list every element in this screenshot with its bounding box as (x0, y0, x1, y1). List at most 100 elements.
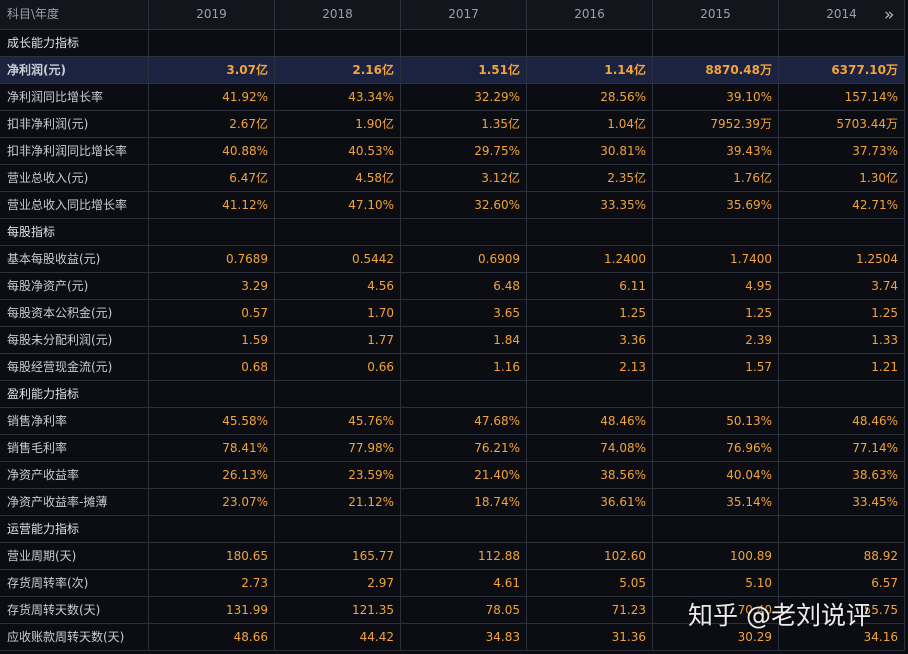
value-cell: 1.04亿 (527, 111, 653, 138)
value-cell: 30.29 (653, 624, 779, 651)
value-cell: 21.40% (401, 462, 527, 489)
value-cell: 4.95 (653, 273, 779, 300)
row-label: 营业周期(天) (0, 543, 149, 570)
value-cell: 34.83 (401, 624, 527, 651)
value-cell: 1.59 (149, 327, 275, 354)
value-cell: 2.67亿 (149, 111, 275, 138)
value-cell: 6377.10万 (779, 57, 905, 84)
value-cell: 50.13% (653, 408, 779, 435)
value-cell: 76.96% (653, 435, 779, 462)
value-cell: 47.68% (401, 408, 527, 435)
value-cell: 36.61% (527, 489, 653, 516)
value-cell: 1.21 (779, 354, 905, 381)
row-label: 基本每股收益(元) (0, 246, 149, 273)
empty-cell (275, 381, 401, 408)
value-cell: 1.51亿 (401, 57, 527, 84)
empty-cell (653, 516, 779, 543)
empty-cell (653, 381, 779, 408)
value-cell: 78.41% (149, 435, 275, 462)
value-cell: 165.77 (275, 543, 401, 570)
year-header: 2015 (653, 0, 779, 30)
value-cell: 1.57 (653, 354, 779, 381)
section-title: 成长能力指标 (0, 30, 149, 57)
value-cell: 88.92 (779, 543, 905, 570)
value-cell: 4.58亿 (275, 165, 401, 192)
empty-cell (653, 30, 779, 57)
watermark: 知乎 @老刘说评 (688, 601, 871, 630)
value-cell: 74.08% (527, 435, 653, 462)
year-header: 2019 (149, 0, 275, 30)
value-cell: 3.12亿 (401, 165, 527, 192)
empty-cell (401, 516, 527, 543)
value-cell: 6.11 (527, 273, 653, 300)
row-label: 扣非净利润同比增长率 (0, 138, 149, 165)
value-cell: 28.56% (527, 84, 653, 111)
value-cell: 102.60 (527, 543, 653, 570)
value-cell: 31.36 (527, 624, 653, 651)
value-cell: 43.34% (275, 84, 401, 111)
empty-cell (527, 30, 653, 57)
row-label: 净资产收益率-摊薄 (0, 489, 149, 516)
row-label: 营业总收入同比增长率 (0, 192, 149, 219)
empty-cell (779, 381, 905, 408)
value-cell: 8870.48万 (653, 57, 779, 84)
year-header: 2016 (527, 0, 653, 30)
value-cell: 37.73% (779, 138, 905, 165)
value-cell: 71.23 (527, 597, 653, 624)
value-cell: 2.13 (527, 354, 653, 381)
value-cell: 41.92% (149, 84, 275, 111)
value-cell: 47.10% (275, 192, 401, 219)
empty-cell (149, 381, 275, 408)
more-button[interactable]: » (884, 5, 895, 25)
value-cell: 7952.39万 (653, 111, 779, 138)
row-label: 销售毛利率 (0, 435, 149, 462)
value-cell: 23.07% (149, 489, 275, 516)
section-title: 每股指标 (0, 219, 149, 246)
empty-cell (275, 30, 401, 57)
row-label: 净资产收益率 (0, 462, 149, 489)
empty-cell (275, 219, 401, 246)
value-cell: 0.68 (149, 354, 275, 381)
value-cell: 2.16亿 (275, 57, 401, 84)
row-label: 应收账款周转天数(天) (0, 624, 149, 651)
value-cell: 1.2400 (527, 246, 653, 273)
value-cell: 1.33 (779, 327, 905, 354)
empty-cell (401, 30, 527, 57)
value-cell: 35.14% (653, 489, 779, 516)
value-cell: 6.57 (779, 570, 905, 597)
value-cell: 39.10% (653, 84, 779, 111)
value-cell: 1.77 (275, 327, 401, 354)
value-cell: 3.07亿 (149, 57, 275, 84)
value-cell: 0.6909 (401, 246, 527, 273)
empty-cell (149, 219, 275, 246)
value-cell: 131.99 (149, 597, 275, 624)
value-cell: 38.56% (527, 462, 653, 489)
value-cell: 1.25 (779, 300, 905, 327)
value-cell: 100.89 (653, 543, 779, 570)
value-cell: 45.58% (149, 408, 275, 435)
row-label: 营业总收入(元) (0, 165, 149, 192)
value-cell: 1.35亿 (401, 111, 527, 138)
value-cell: 38.63% (779, 462, 905, 489)
row-label: 每股未分配利润(元) (0, 327, 149, 354)
empty-cell (401, 219, 527, 246)
value-cell: 76.21% (401, 435, 527, 462)
value-cell: 30.81% (527, 138, 653, 165)
value-cell: 0.7689 (149, 246, 275, 273)
value-cell: 1.25 (653, 300, 779, 327)
value-cell: 70.40 (653, 597, 779, 624)
row-label: 存货周转天数(天) (0, 597, 149, 624)
value-cell: 1.7400 (653, 246, 779, 273)
value-cell: 2.39 (653, 327, 779, 354)
value-cell: 77.98% (275, 435, 401, 462)
value-cell: 6.48 (401, 273, 527, 300)
value-cell: 5.10 (653, 570, 779, 597)
empty-cell (779, 219, 905, 246)
value-cell: 0.66 (275, 354, 401, 381)
value-cell: 1.70 (275, 300, 401, 327)
value-cell: 180.65 (149, 543, 275, 570)
value-cell: 40.53% (275, 138, 401, 165)
value-cell: 1.84 (401, 327, 527, 354)
